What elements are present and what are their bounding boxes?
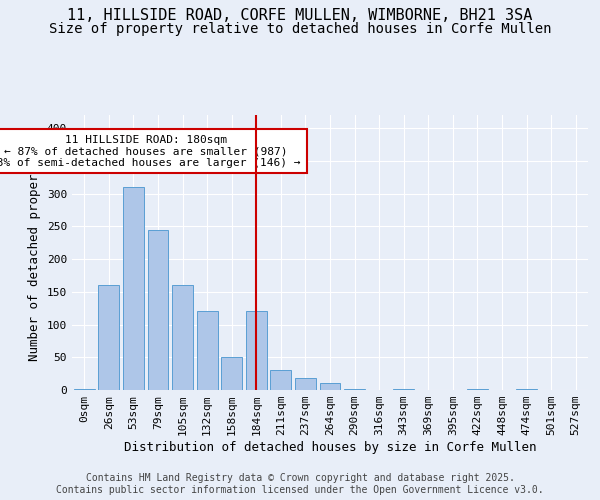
Bar — [98, 285, 119, 390]
Bar — [295, 378, 316, 390]
Bar — [197, 312, 218, 390]
Bar — [516, 388, 537, 390]
Bar — [271, 370, 292, 390]
Bar — [148, 230, 169, 390]
Bar — [74, 388, 95, 390]
Text: Contains HM Land Registry data © Crown copyright and database right 2025.
Contai: Contains HM Land Registry data © Crown c… — [56, 474, 544, 495]
Text: 11 HILLSIDE ROAD: 180sqm
← 87% of detached houses are smaller (987)
13% of semi-: 11 HILLSIDE ROAD: 180sqm ← 87% of detach… — [0, 134, 301, 168]
Bar — [246, 312, 267, 390]
Bar — [344, 388, 365, 390]
Text: Size of property relative to detached houses in Corfe Mullen: Size of property relative to detached ho… — [49, 22, 551, 36]
Bar — [320, 384, 340, 390]
Bar — [221, 358, 242, 390]
Text: 11, HILLSIDE ROAD, CORFE MULLEN, WIMBORNE, BH21 3SA: 11, HILLSIDE ROAD, CORFE MULLEN, WIMBORN… — [67, 8, 533, 22]
Bar — [172, 285, 193, 390]
Bar — [467, 388, 488, 390]
X-axis label: Distribution of detached houses by size in Corfe Mullen: Distribution of detached houses by size … — [124, 441, 536, 454]
Bar — [123, 187, 144, 390]
Bar — [393, 388, 414, 390]
Y-axis label: Number of detached properties: Number of detached properties — [28, 144, 41, 361]
